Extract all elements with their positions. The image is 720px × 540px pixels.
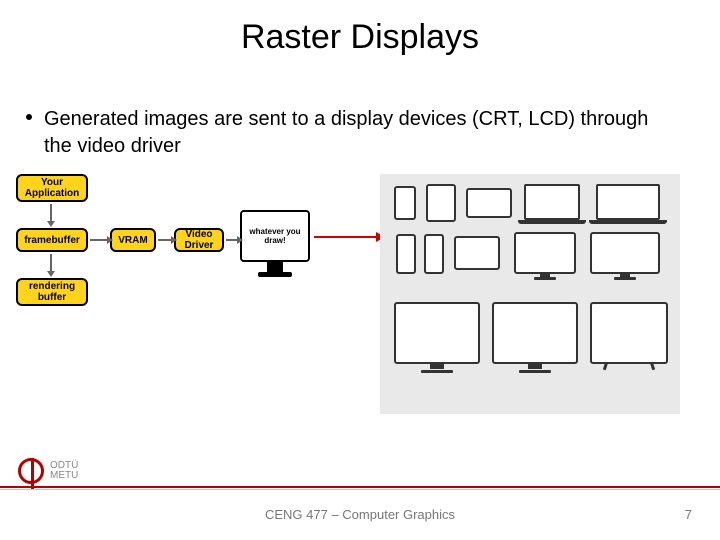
bullet-text: Generated images are sent to a display d… xyxy=(44,106,680,160)
device-tv-leg-l xyxy=(603,362,608,371)
logo-icon xyxy=(18,458,44,484)
device-monitor-3 xyxy=(394,302,480,364)
flow-box-vdriver: Video Driver xyxy=(174,228,224,252)
device-tablet-portrait xyxy=(426,184,456,222)
device-monitor-1 xyxy=(514,232,576,274)
arrow-vdriver-monitor xyxy=(226,239,238,241)
device-tv xyxy=(590,302,668,364)
flow-diagram: Your Application framebuffer VRAM Video … xyxy=(16,174,346,414)
device-laptop-1 xyxy=(524,184,580,220)
device-monitor-2 xyxy=(590,232,660,274)
slide-title: Raster Displays xyxy=(0,18,720,57)
device-laptop-2 xyxy=(596,184,660,220)
device-laptop-2-base xyxy=(589,220,667,224)
footer-logo: ODTÜ METU xyxy=(18,458,78,484)
flow-box-renderbuf: rendering buffer xyxy=(16,278,88,306)
flow-monitor: whatever you draw! xyxy=(240,210,310,277)
arrow-vram-vdriver xyxy=(158,239,172,241)
device-monitor-3-base xyxy=(421,370,453,373)
monitor-stand xyxy=(267,262,283,272)
devices-panel xyxy=(380,174,680,414)
bullet-dot xyxy=(26,114,32,120)
arrow-app-framebuf xyxy=(50,204,52,222)
device-monitor-1-base xyxy=(534,277,556,280)
flow-box-app: Your Application xyxy=(16,174,88,202)
device-monitor-2-base xyxy=(614,277,636,280)
device-tv-leg-r xyxy=(650,362,655,371)
device-monitor-4-stand xyxy=(528,363,542,369)
arrow-framebuf-vram xyxy=(90,239,108,241)
monitor-screen: whatever you draw! xyxy=(240,210,310,262)
device-tablet-landscape xyxy=(466,188,512,218)
device-phone-2 xyxy=(396,234,416,274)
logo-text-bottom: METU xyxy=(50,471,78,481)
arrow-framebuf-render xyxy=(50,254,52,272)
slide: Raster Displays Generated images are sen… xyxy=(0,0,720,540)
flow-box-framebuf: framebuffer xyxy=(16,228,88,252)
device-phone xyxy=(394,186,416,220)
logo-text: ODTÜ METU xyxy=(50,461,78,481)
red-arrow xyxy=(314,236,378,238)
device-monitor-3-stand xyxy=(430,363,444,369)
footer-accent-line xyxy=(0,486,720,488)
footer-course: CENG 477 – Computer Graphics xyxy=(0,507,720,522)
device-tablet-2 xyxy=(454,236,500,270)
device-phone-3 xyxy=(424,234,444,274)
monitor-label: whatever you draw! xyxy=(242,227,308,245)
device-monitor-4-base xyxy=(519,370,551,373)
monitor-base xyxy=(258,272,292,277)
device-monitor-4 xyxy=(492,302,578,364)
footer-divider xyxy=(0,489,720,490)
flow-box-vram: VRAM xyxy=(110,228,156,252)
footer-page-number: 7 xyxy=(685,507,692,522)
device-laptop-1-base xyxy=(518,220,586,224)
bullet-item: Generated images are sent to a display d… xyxy=(44,106,680,160)
